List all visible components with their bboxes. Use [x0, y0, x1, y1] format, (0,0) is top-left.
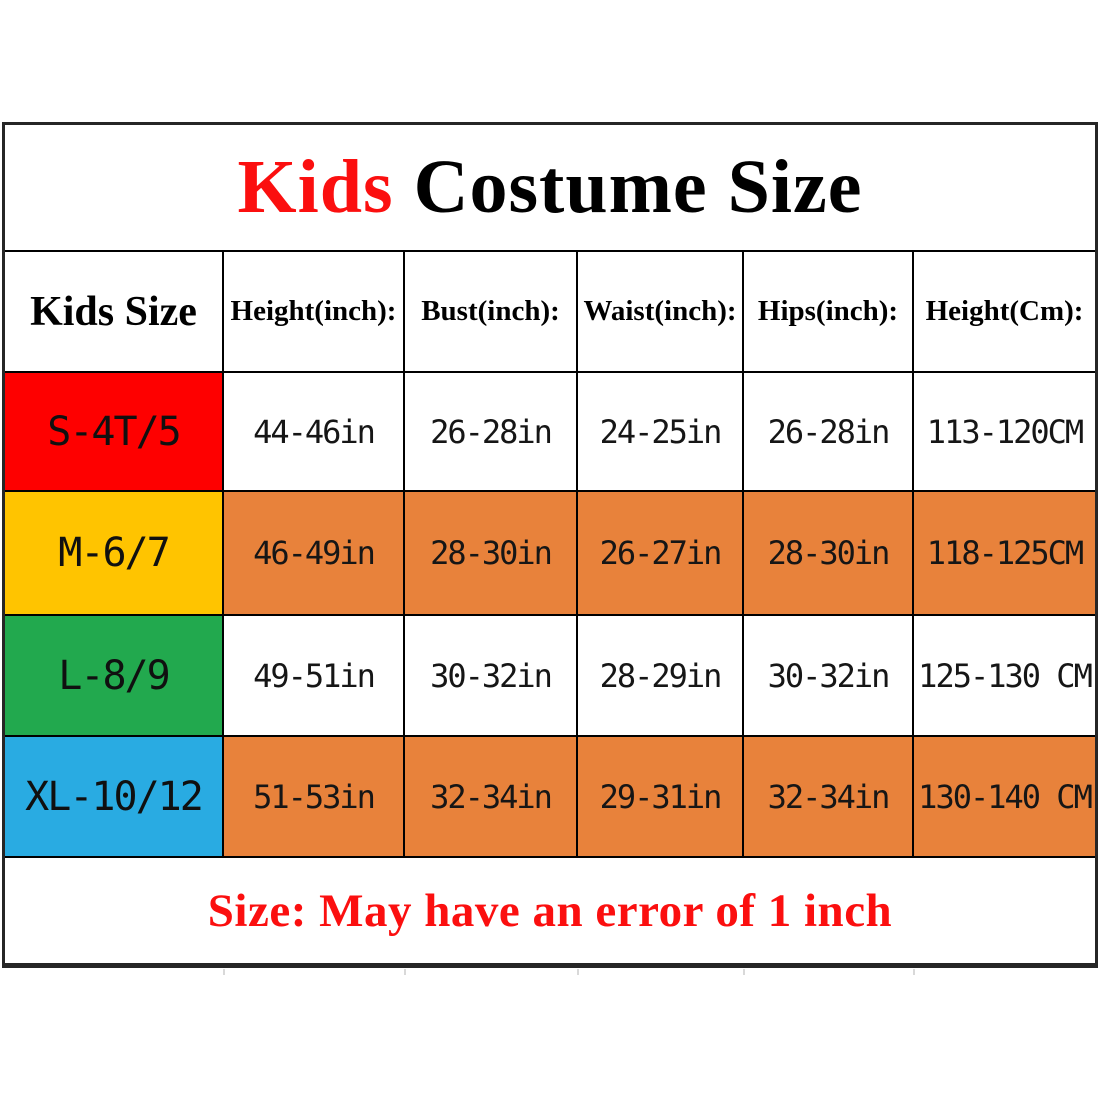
- value-cell: 26-28in: [744, 373, 914, 492]
- size-cell-m: M-6/7: [5, 492, 224, 616]
- gridline-stub: [743, 969, 745, 975]
- gridline-stub: [223, 969, 225, 975]
- value-cell: 118-125CM: [914, 492, 1095, 616]
- value-cell: 29-31in: [578, 737, 744, 858]
- value-cell: 28-30in: [405, 492, 578, 616]
- value-cell: 130-140 CM: [914, 737, 1095, 858]
- value-cell: 51-53in: [224, 737, 405, 858]
- column-header-bust-inch: Bust(inch):: [405, 252, 578, 373]
- value-cell: 32-34in: [744, 737, 914, 858]
- size-table: Kids Size Height(inch): Bust(inch): Wais…: [5, 252, 1095, 858]
- title-word-costume-size: Costume Size: [393, 145, 863, 229]
- value-cell: 46-49in: [224, 492, 405, 616]
- value-cell: 32-34in: [405, 737, 578, 858]
- value-cell: 113-120CM: [914, 373, 1095, 492]
- column-header-hips-inch: Hips(inch):: [744, 252, 914, 373]
- size-cell-xl: XL-10/12: [5, 737, 224, 858]
- value-cell: 49-51in: [224, 616, 405, 737]
- page-title: Kids Costume Size: [5, 125, 1095, 252]
- value-cell: 28-30in: [744, 492, 914, 616]
- column-header-height-inch: Height(inch):: [224, 252, 405, 373]
- size-cell-s: S-4T/5: [5, 373, 224, 492]
- title-word-kids: Kids: [237, 145, 394, 229]
- value-cell: 28-29in: [578, 616, 744, 737]
- gridline-stub: [577, 969, 579, 975]
- value-cell: 30-32in: [405, 616, 578, 737]
- gridline-stub: [404, 969, 406, 975]
- column-header-waist-inch: Waist(inch):: [578, 252, 744, 373]
- value-cell: 44-46in: [224, 373, 405, 492]
- size-chart-box: Kids Costume Size Kids Size Height(inch)…: [2, 122, 1098, 968]
- value-cell: 125-130 CM: [914, 616, 1095, 737]
- size-cell-l: L-8/9: [5, 616, 224, 737]
- value-cell: 26-28in: [405, 373, 578, 492]
- column-header-height-cm: Height(Cm):: [914, 252, 1095, 373]
- size-error-note: Size: May have an error of 1 inch: [207, 884, 893, 937]
- column-header-kids-size: Kids Size: [5, 252, 224, 373]
- value-cell: 24-25in: [578, 373, 744, 492]
- value-cell: 30-32in: [744, 616, 914, 737]
- gridline-stub: [913, 969, 915, 975]
- value-cell: 26-27in: [578, 492, 744, 616]
